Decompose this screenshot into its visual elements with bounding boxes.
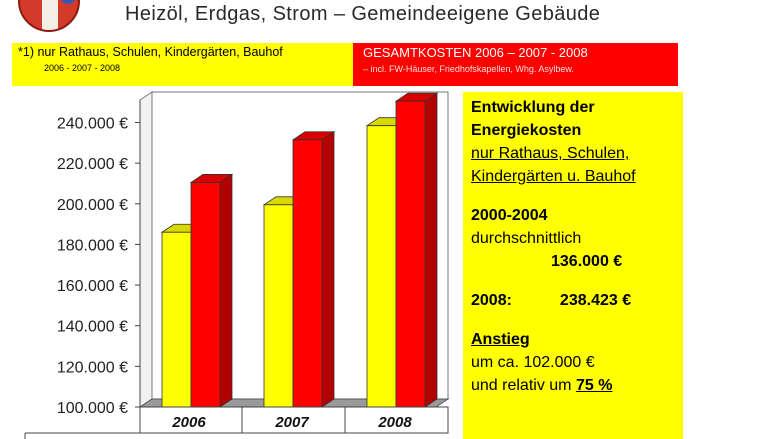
legend-red-text: GESAMTKOSTEN 2006 – 2007 - 2008 bbox=[363, 45, 588, 60]
info-2008-label: 2008: bbox=[471, 292, 512, 309]
legend-yellow-text: *1) nur Rathaus, Schulen, Kindergärten, … bbox=[18, 45, 283, 59]
bar bbox=[395, 100, 426, 408]
info-scope-2: Kindergärten u. Bauhof bbox=[471, 168, 636, 185]
bar bbox=[263, 204, 294, 408]
y-tick-label: 240.000 € bbox=[57, 116, 128, 133]
legend-yellow-series: *1) nur Rathaus, Schulen, Kindergärten, … bbox=[12, 43, 353, 86]
legend-red-series: GESAMTKOSTEN 2006 – 2007 - 2008 – incl. … bbox=[353, 43, 678, 86]
logo-shield bbox=[60, 0, 76, 4]
info-increase-abs: um ca. 102.000 € bbox=[471, 354, 595, 371]
y-tick-label: 140.000 € bbox=[57, 319, 128, 336]
y-tick-label: 180.000 € bbox=[57, 237, 128, 254]
x-tick-label: 2006 bbox=[171, 414, 206, 431]
info-2008-row: 2008: 238.423 € bbox=[471, 289, 675, 312]
bar-side bbox=[321, 131, 335, 408]
y-tick-label: 120.000 € bbox=[57, 359, 128, 376]
x-tick-label: 2007 bbox=[274, 414, 309, 431]
x-tick-label: 2008 bbox=[377, 414, 412, 431]
info-title-2: Energiekosten bbox=[471, 122, 582, 139]
bar-side bbox=[424, 92, 438, 408]
page-title: Heizöl, Erdgas, Strom – Gemeindeeigene G… bbox=[125, 3, 601, 25]
info-scope-1: nur Rathaus, Schulen, bbox=[471, 145, 630, 162]
info-title-1: Entwicklung der bbox=[471, 99, 595, 116]
info-panel: Entwicklung der Energiekosten nur Rathau… bbox=[463, 92, 683, 439]
y-tick-label: 220.000 € bbox=[57, 156, 128, 173]
bar bbox=[190, 182, 221, 408]
logo-stripe bbox=[42, 0, 58, 30]
info-increase-title: Anstieg bbox=[471, 331, 530, 348]
info-average-value: 136.000 € bbox=[551, 253, 623, 270]
info-increase-rel: und relativ um 75 % bbox=[471, 374, 675, 397]
bar bbox=[292, 139, 323, 408]
info-increase-prefix: und relativ um bbox=[471, 377, 572, 394]
bar bbox=[366, 125, 397, 408]
y-tick-label: 100.000 € bbox=[57, 400, 128, 417]
info-increase-pct: 75 % bbox=[575, 377, 613, 394]
y-tick-label: 160.000 € bbox=[57, 278, 128, 295]
bar bbox=[161, 231, 192, 408]
info-average-label: durchschnittlich bbox=[471, 230, 582, 247]
info-period: 2000-2004 bbox=[471, 207, 548, 224]
legend-red-note: – incl. FW-Häuser, Friedhofskapellen, Wh… bbox=[363, 64, 574, 74]
y-tick-label: 200.000 € bbox=[57, 197, 128, 214]
info-2008-value: 238.423 € bbox=[559, 292, 632, 309]
plot-side-wall bbox=[139, 91, 153, 408]
bar-side bbox=[219, 173, 233, 408]
legend-yellow-years: 2006 - 2007 - 2008 bbox=[44, 63, 121, 73]
